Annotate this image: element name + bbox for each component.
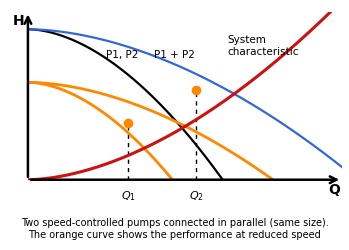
Text: P1 + P2: P1 + P2 (154, 50, 194, 60)
Text: $Q_1$: $Q_1$ (121, 189, 136, 202)
Text: $Q_2$: $Q_2$ (188, 189, 203, 202)
Text: System
characteristic: System characteristic (228, 35, 299, 56)
Text: Two speed-controlled pumps connected in parallel (same size).
The orange curve s: Two speed-controlled pumps connected in … (21, 218, 328, 239)
Text: Q: Q (328, 183, 340, 197)
Text: P1, P2: P1, P2 (106, 50, 139, 60)
Text: H: H (13, 14, 24, 28)
